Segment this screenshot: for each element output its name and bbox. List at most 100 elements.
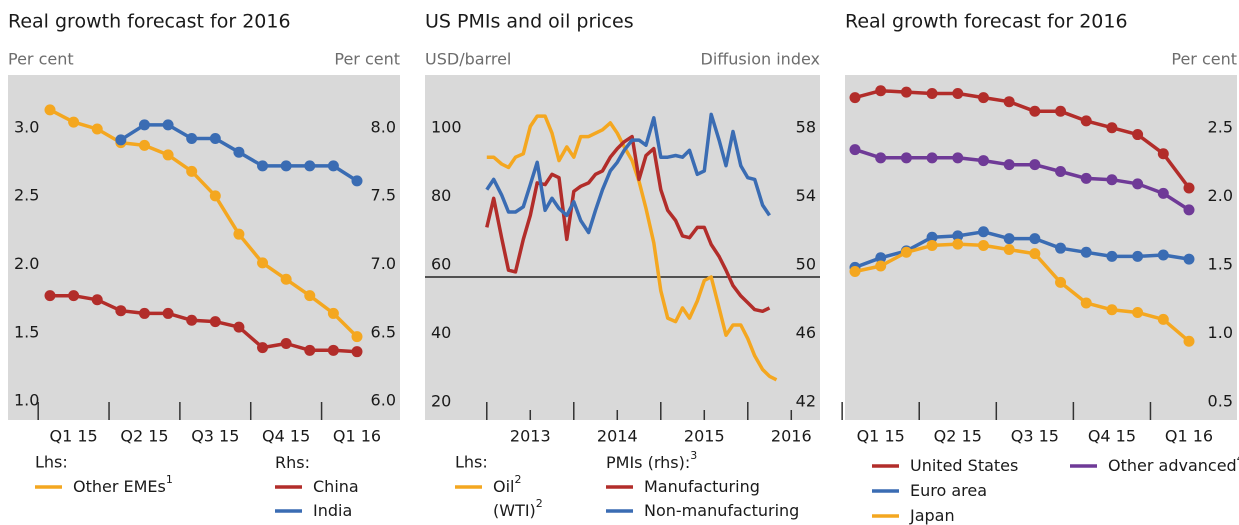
- y-tick-label: 20: [431, 392, 451, 411]
- plot-background: [8, 75, 400, 420]
- footnote-mark: 1: [166, 473, 173, 486]
- data-point: [1157, 148, 1169, 160]
- data-point: [875, 252, 887, 264]
- data-point: [1055, 105, 1067, 117]
- data-point: [186, 314, 198, 326]
- legend-label: Other EMEs1: [73, 473, 173, 496]
- data-point: [1029, 233, 1041, 245]
- y2-tick-label: 1.5: [1208, 254, 1233, 273]
- data-point: [1132, 307, 1144, 319]
- data-point: [233, 321, 245, 333]
- legend-label: PMIs (rhs):3: [606, 449, 697, 472]
- legend-text: Euro area: [910, 481, 987, 500]
- data-point: [1080, 297, 1092, 309]
- y2-tick-label: 1.0: [1208, 323, 1233, 342]
- data-point: [209, 316, 221, 328]
- y-axis-label: USD/barrel: [425, 50, 511, 69]
- data-point: [138, 307, 150, 319]
- data-point: [44, 290, 56, 302]
- data-point: [44, 104, 56, 116]
- data-point: [68, 290, 80, 302]
- data-point: [304, 160, 316, 172]
- y2-tick-label: 58: [796, 118, 816, 137]
- data-point: [138, 119, 150, 131]
- legend-text: Other EMEs: [73, 477, 166, 496]
- legend-text: Oil: [493, 477, 514, 496]
- data-point: [68, 116, 80, 128]
- series-line: [485, 112, 771, 235]
- data-point: [1106, 250, 1118, 262]
- legend-label: Rhs:: [275, 453, 310, 472]
- chart-title: Real growth forecast for 2016: [845, 11, 1128, 33]
- data-point: [327, 307, 339, 319]
- legend-heading: Lhs:: [455, 453, 488, 472]
- data-point: [1132, 250, 1144, 262]
- y-tick-label: 1.0: [14, 391, 39, 410]
- data-point: [280, 160, 292, 172]
- data-point: [952, 230, 964, 242]
- y-tick-label: 60: [431, 255, 451, 274]
- y2-tick-label: 2.0: [1208, 186, 1233, 205]
- data-point: [952, 238, 964, 250]
- data-point: [849, 265, 861, 277]
- legend-text: Japan: [909, 506, 955, 525]
- data-point: [1003, 244, 1015, 256]
- data-point: [875, 152, 887, 164]
- x-tick-label: 2014: [597, 427, 638, 446]
- data-point: [233, 146, 245, 158]
- footnote-mark: 2: [536, 497, 543, 510]
- data-point: [900, 246, 912, 258]
- footnote-mark: 2: [514, 473, 521, 486]
- data-point: [1132, 178, 1144, 190]
- data-point: [186, 165, 198, 177]
- data-point: [186, 133, 198, 145]
- x-tick-label: Q4 15: [262, 427, 310, 446]
- series-line: [486, 114, 778, 382]
- y-tick-label: 100: [431, 118, 462, 137]
- data-point: [1029, 105, 1041, 117]
- y2-axis-label: Diffusion index: [701, 50, 821, 69]
- legend-label: United States: [910, 456, 1018, 475]
- legend-text: Non-manufacturing: [644, 501, 799, 520]
- series-line: [485, 134, 771, 314]
- y2-axis-label: Per cent: [334, 50, 400, 69]
- legend-label: (WTI)2: [493, 497, 543, 520]
- y2-tick-label: 2.5: [1208, 118, 1233, 137]
- data-point: [977, 239, 989, 251]
- legend-label: Oil2: [493, 473, 521, 496]
- data-point: [1003, 96, 1015, 108]
- legend-label: Manufacturing: [644, 477, 760, 496]
- data-point: [351, 175, 363, 187]
- data-point: [977, 92, 989, 104]
- data-point: [351, 346, 363, 358]
- data-point: [1157, 313, 1169, 325]
- legend-label: China: [313, 477, 359, 496]
- x-tick-label: Q1 15: [857, 427, 905, 446]
- x-tick-label: Q2 15: [120, 427, 168, 446]
- x-tick-label: 2015: [684, 427, 725, 446]
- data-point: [304, 344, 316, 356]
- y2-tick-label: 6.0: [371, 391, 396, 410]
- plot-background: [425, 75, 820, 420]
- x-tick-label: Q2 15: [934, 427, 982, 446]
- legend-text: Other advanced: [1108, 456, 1237, 475]
- legend-text: (WTI): [493, 501, 536, 520]
- data-point: [91, 294, 103, 306]
- data-point: [327, 344, 339, 356]
- data-point: [1055, 276, 1067, 288]
- legend-text: PMIs (rhs):: [606, 453, 690, 472]
- data-point: [115, 305, 127, 317]
- data-point: [162, 307, 174, 319]
- y2-axis-label: Per cent: [1171, 50, 1237, 69]
- x-tick-label: Q3 15: [191, 427, 239, 446]
- data-point: [926, 87, 938, 99]
- data-point: [1157, 187, 1169, 199]
- y-tick-label: 80: [431, 186, 451, 205]
- data-point: [327, 160, 339, 172]
- x-tick-label: Q1 16: [333, 427, 381, 446]
- data-point: [1183, 204, 1195, 216]
- legend-label: Japan: [909, 506, 955, 525]
- data-point: [351, 331, 363, 343]
- data-point: [1055, 242, 1067, 254]
- y-tick-label: 40: [431, 323, 451, 342]
